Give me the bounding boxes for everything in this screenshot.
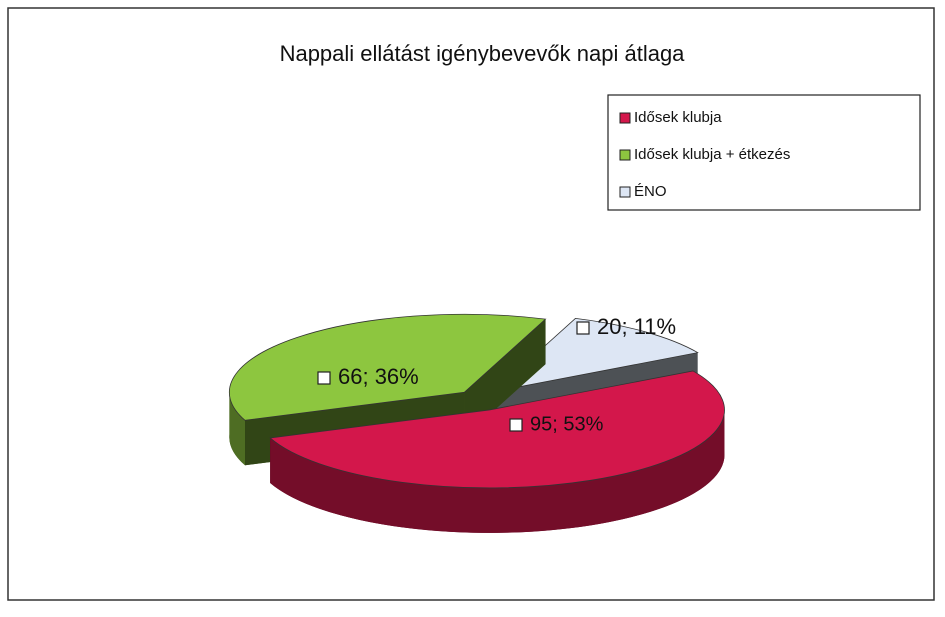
- slice: [228, 313, 547, 421]
- slice: [269, 370, 725, 489]
- slice-side: [270, 409, 725, 533]
- legend-box: [607, 94, 921, 211]
- legend-label: Idősek klubja + étkezés: [634, 146, 790, 163]
- data-label-marker: [576, 321, 590, 335]
- slice: [492, 317, 699, 393]
- data-label-marker: [317, 371, 331, 385]
- data-label: 20; 11%: [597, 314, 676, 339]
- slice-side: [229, 392, 246, 466]
- legend-swatch: [619, 186, 631, 198]
- data-label-marker: [509, 418, 523, 432]
- legend-swatch: [619, 112, 631, 124]
- data-label: 66; 36%: [338, 364, 419, 389]
- data-label: 95; 53%: [530, 413, 604, 435]
- legend-swatch: [619, 149, 631, 161]
- legend-label: ÉNO: [634, 183, 667, 200]
- slice-wall: [464, 319, 546, 438]
- legend-label: Idősek klubja: [634, 109, 722, 126]
- chart-title: Nappali ellátást igénybevevők napi átlag…: [280, 41, 686, 66]
